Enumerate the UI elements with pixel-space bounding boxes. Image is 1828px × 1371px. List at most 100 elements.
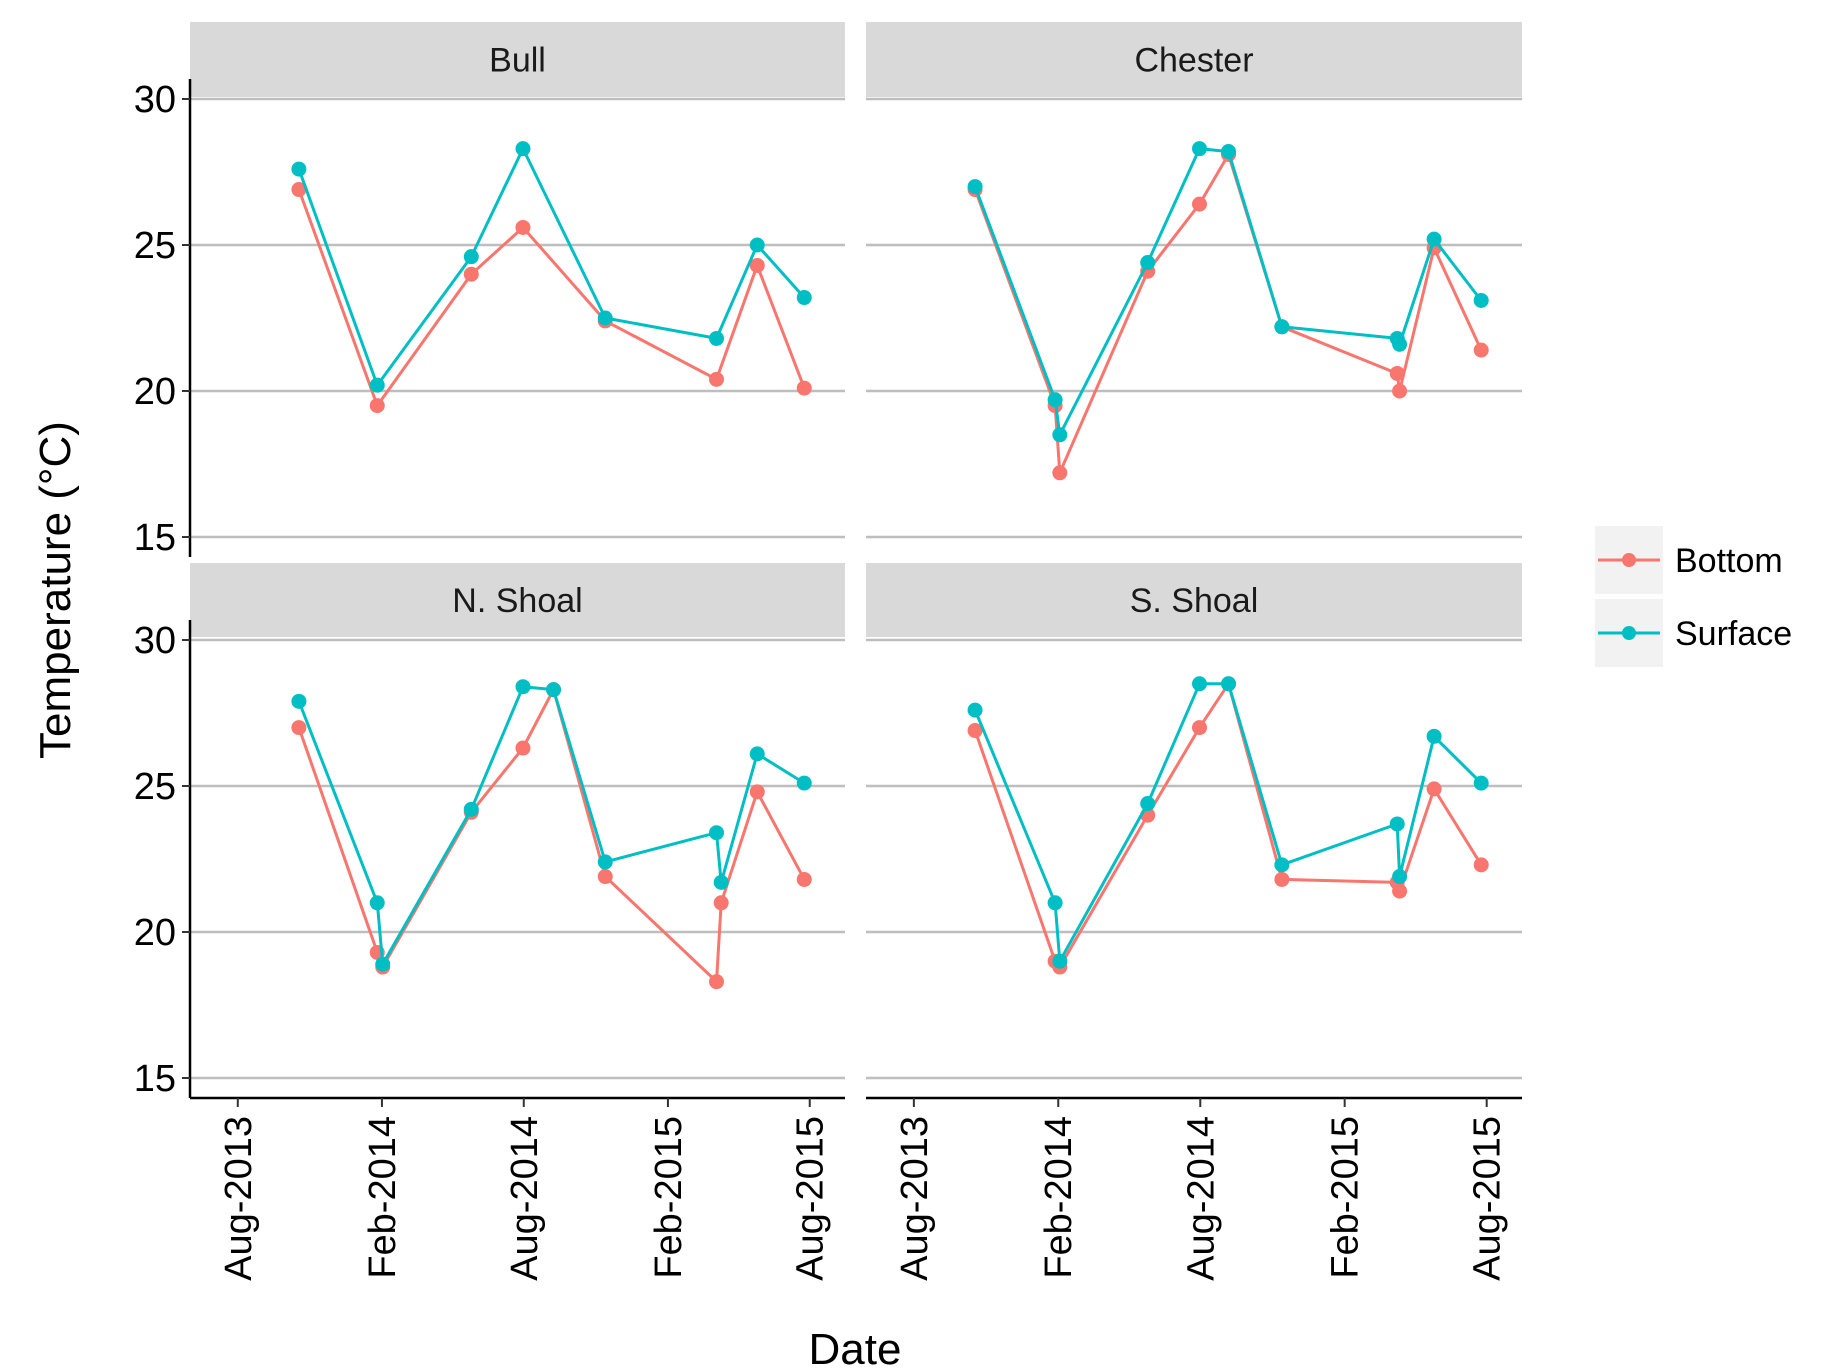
data-point-chester-bottom bbox=[1389, 365, 1405, 381]
data-point-n-shoal-surface bbox=[796, 775, 812, 791]
data-point-n-shoal-bottom bbox=[749, 784, 765, 800]
strip-title-chester: Chester bbox=[1134, 42, 1253, 80]
data-point-n-shoal-surface bbox=[369, 895, 385, 911]
data-point-n-shoal-bottom bbox=[597, 869, 613, 885]
data-point-s-shoal-surface bbox=[1392, 869, 1408, 885]
data-point-n-shoal-surface bbox=[291, 693, 307, 709]
data-point-bull-surface bbox=[796, 290, 812, 306]
data-point-s-shoal-bottom bbox=[1426, 781, 1442, 797]
data-point-bull-surface bbox=[291, 161, 307, 177]
data-point-n-shoal-bottom bbox=[796, 871, 812, 887]
data-point-n-shoal-surface bbox=[463, 801, 479, 817]
x-tick-label-n-shoal: Aug-2014 bbox=[504, 1116, 546, 1281]
data-point-chester-surface bbox=[1052, 427, 1068, 443]
data-point-s-shoal-bottom bbox=[1191, 720, 1207, 736]
data-point-bull-bottom bbox=[291, 182, 307, 198]
data-point-chester-surface bbox=[1473, 292, 1489, 308]
y-tick-label-n-shoal: 15 bbox=[134, 1058, 176, 1100]
y-axis-title: Temperature (°C) bbox=[31, 421, 80, 759]
data-point-chester-surface bbox=[1047, 392, 1063, 408]
data-point-bull-bottom bbox=[515, 219, 531, 235]
data-point-bull-surface bbox=[515, 141, 531, 157]
strip-chester bbox=[866, 22, 1522, 97]
data-point-n-shoal-surface bbox=[713, 874, 729, 890]
data-point-chester-bottom bbox=[1191, 196, 1207, 212]
x-axis-title: Date bbox=[809, 1325, 902, 1371]
data-point-n-shoal-surface bbox=[597, 854, 613, 870]
legend-key-surface-point bbox=[1622, 626, 1636, 640]
data-point-bull-bottom bbox=[796, 380, 812, 396]
data-point-n-shoal-surface bbox=[546, 682, 562, 698]
data-point-bull-bottom bbox=[463, 266, 479, 282]
data-point-s-shoal-surface bbox=[967, 702, 983, 718]
data-point-s-shoal-bottom bbox=[1274, 871, 1290, 887]
y-tick-label-bull: 15 bbox=[134, 517, 176, 559]
data-point-s-shoal-surface bbox=[1473, 775, 1489, 791]
data-point-chester-surface bbox=[1426, 231, 1442, 247]
y-tick-label-bull: 25 bbox=[134, 225, 176, 267]
data-point-n-shoal-surface bbox=[515, 679, 531, 695]
strip-title-bull: Bull bbox=[489, 42, 546, 80]
data-point-chester-surface bbox=[1191, 141, 1207, 157]
panel-chester: Chester bbox=[866, 22, 1522, 539]
x-tick-label-s-shoal: Aug-2013 bbox=[894, 1116, 936, 1281]
data-point-n-shoal-bottom bbox=[291, 720, 307, 736]
data-point-chester-bottom bbox=[1392, 383, 1408, 399]
strip-title-s-shoal: S. Shoal bbox=[1130, 582, 1259, 620]
legend: Bottom Surface bbox=[1595, 526, 1792, 667]
facet-panels: Bull 15 20 25 30 Chester N. Shoal 15 20 25 30 Aug-2… bbox=[134, 22, 1522, 1281]
data-point-s-shoal-bottom bbox=[967, 723, 983, 739]
y-tick-label-n-shoal: 30 bbox=[134, 620, 176, 662]
data-point-n-shoal-bottom bbox=[709, 974, 725, 990]
x-tick-label-s-shoal: Aug-2015 bbox=[1467, 1116, 1509, 1281]
data-point-s-shoal-surface bbox=[1047, 895, 1063, 911]
data-point-bull-surface bbox=[597, 310, 613, 326]
strip-bull bbox=[190, 22, 845, 97]
x-tick-label-s-shoal: Feb-2014 bbox=[1038, 1116, 1080, 1279]
y-tick-label-bull: 20 bbox=[134, 371, 176, 413]
data-point-chester-surface bbox=[1392, 336, 1408, 352]
data-point-bull-surface bbox=[463, 249, 479, 265]
panel-n-shoal: N. Shoal 15 20 25 30 Aug-2013 Feb-2014 Aug-2014… bbox=[134, 563, 845, 1281]
data-point-n-shoal-surface bbox=[375, 956, 391, 972]
data-point-n-shoal-surface bbox=[749, 746, 765, 762]
y-tick-label-n-shoal: 25 bbox=[134, 766, 176, 808]
strip-s-shoal bbox=[866, 563, 1522, 637]
data-point-n-shoal-bottom bbox=[515, 740, 531, 756]
data-point-s-shoal-surface bbox=[1426, 728, 1442, 744]
data-point-n-shoal-bottom bbox=[713, 895, 729, 911]
data-point-chester-bottom bbox=[1473, 342, 1489, 358]
panel-s-shoal: S. Shoal Aug-2013 Feb-2014 Aug-2014 Feb-2015… bbox=[866, 563, 1522, 1281]
legend-label-surface: Surface bbox=[1675, 615, 1792, 653]
x-tick-label-n-shoal: Feb-2014 bbox=[362, 1116, 404, 1279]
data-point-chester-bottom bbox=[1052, 465, 1068, 481]
data-point-chester-surface bbox=[967, 179, 983, 195]
data-point-s-shoal-surface bbox=[1389, 816, 1405, 832]
data-point-s-shoal-surface bbox=[1052, 953, 1068, 969]
data-point-s-shoal-bottom bbox=[1392, 883, 1408, 899]
data-point-s-shoal-surface bbox=[1191, 676, 1207, 692]
data-point-bull-surface bbox=[369, 377, 385, 393]
data-point-chester-surface bbox=[1140, 255, 1156, 271]
data-point-chester-surface bbox=[1221, 144, 1237, 160]
legend-key-bottom-point bbox=[1622, 553, 1636, 567]
series-line-bull-bottom bbox=[297, 188, 806, 408]
y-tick-label-n-shoal: 20 bbox=[134, 912, 176, 954]
data-point-bull-bottom bbox=[369, 398, 385, 414]
x-tick-label-n-shoal: Aug-2013 bbox=[218, 1116, 260, 1281]
data-point-s-shoal-surface bbox=[1221, 676, 1237, 692]
x-tick-label-n-shoal: Feb-2015 bbox=[648, 1116, 690, 1279]
data-point-chester-surface bbox=[1274, 319, 1290, 335]
data-point-s-shoal-bottom bbox=[1473, 857, 1489, 873]
strip-title-n-shoal: N. Shoal bbox=[452, 582, 582, 620]
data-point-s-shoal-surface bbox=[1274, 857, 1290, 873]
legend-label-bottom: Bottom bbox=[1675, 542, 1783, 580]
data-point-bull-bottom bbox=[749, 257, 765, 273]
data-point-s-shoal-surface bbox=[1140, 796, 1156, 812]
data-point-bull-bottom bbox=[709, 371, 725, 387]
strip-n-shoal bbox=[190, 563, 845, 637]
x-tick-label-s-shoal: Aug-2014 bbox=[1180, 1116, 1222, 1281]
x-tick-label-s-shoal: Feb-2015 bbox=[1325, 1116, 1367, 1279]
